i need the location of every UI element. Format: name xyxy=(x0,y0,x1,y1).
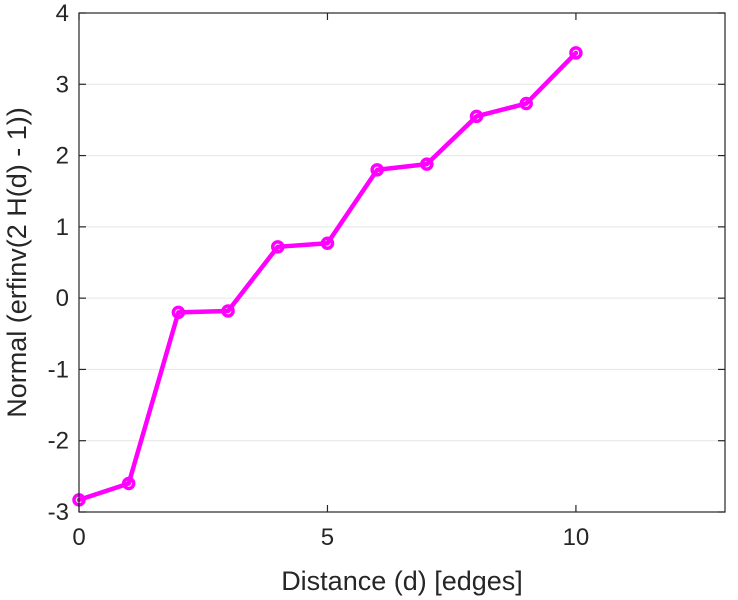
x-axis-title: Distance (d) [edges] xyxy=(281,566,523,596)
y-tick-label: -2 xyxy=(48,428,69,455)
y-axis-title: Normal (erfinv(2 H(d) - 1)) xyxy=(2,107,32,418)
y-tick-label: 3 xyxy=(56,71,69,98)
y-tick-label: 0 xyxy=(56,285,69,312)
x-tick-label: 10 xyxy=(563,524,590,551)
data-point xyxy=(320,236,335,251)
data-point xyxy=(420,157,434,171)
data-point xyxy=(121,476,136,491)
y-tick-label: 1 xyxy=(56,214,69,241)
y-tick-label: -1 xyxy=(48,356,69,383)
data-point xyxy=(221,304,235,318)
x-tick-label: 0 xyxy=(72,524,85,551)
data-point xyxy=(370,163,384,177)
y-tick-label: -3 xyxy=(48,499,69,526)
y-tick-label: 2 xyxy=(56,143,69,170)
data-point xyxy=(519,96,533,111)
data-point xyxy=(569,46,583,60)
tick-labels: 0 5 10 -3 -2 -1 0 1 2 3 4 xyxy=(48,0,590,551)
axes xyxy=(78,12,726,513)
data-point xyxy=(469,109,484,124)
data-point xyxy=(271,240,285,254)
x-tick-label: 5 xyxy=(321,524,334,551)
series-line xyxy=(76,50,579,503)
y-tick-label: 4 xyxy=(56,0,69,27)
data-point xyxy=(171,305,186,320)
series-layer xyxy=(72,46,583,507)
plot-frame xyxy=(78,12,726,513)
gridlines xyxy=(79,83,725,442)
